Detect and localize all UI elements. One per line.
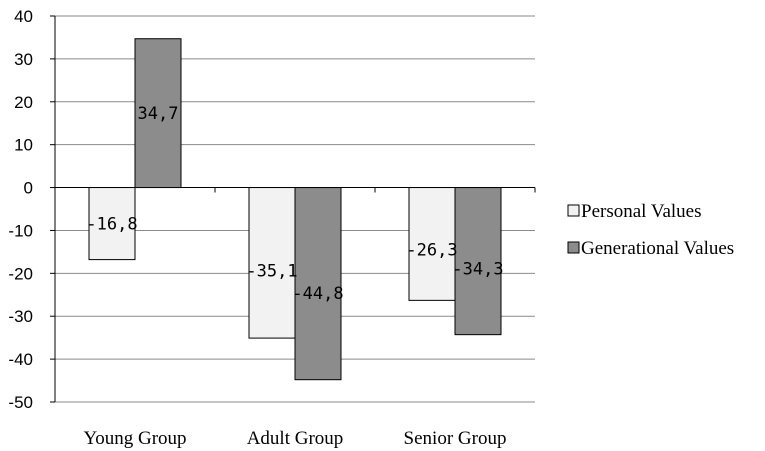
y-tick-label: 10 <box>14 136 33 155</box>
y-tick-label: 20 <box>14 93 33 112</box>
bar <box>454 187 502 336</box>
data-label: 34,7 <box>138 104 179 124</box>
y-tick-label: 30 <box>14 50 33 69</box>
y-tick-label: -30 <box>8 307 33 326</box>
x-category-label: Senior Group <box>404 428 507 449</box>
x-category-label: Young Group <box>83 428 186 449</box>
data-label: -34,3 <box>452 259 503 279</box>
legend-swatch <box>567 241 580 254</box>
y-axis-ticks: 40 30 20 10 0 -10 -20 -30 -40 -50 <box>8 7 536 412</box>
y-tick-label: 0 <box>24 179 33 198</box>
y-tick-label: -20 <box>8 264 33 283</box>
data-label: -35,1 <box>246 261 297 281</box>
bars <box>88 38 502 381</box>
data-labels: -16,8 34,7 -35,1 -44,8 -26,3-34,3 <box>86 104 503 304</box>
y-tick-label: -40 <box>8 350 33 369</box>
x-category-label: Adult Group <box>247 428 344 449</box>
data-label: -44,8 <box>292 284 343 304</box>
legend-label: Generational Values <box>581 238 734 259</box>
legend: Personal Values Generational Values <box>567 201 734 259</box>
y-tick-label: 40 <box>14 7 33 26</box>
y-tick-label: -50 <box>8 393 33 412</box>
legend-label: Personal Values <box>581 201 702 222</box>
category-labels: Young Group Adult Group Senior Group <box>83 428 506 449</box>
y-tick-label: -10 <box>8 221 33 240</box>
data-label: -16,8 <box>86 215 137 235</box>
bar <box>408 187 456 301</box>
data-label: -26,3 <box>406 241 457 261</box>
bar <box>134 38 182 189</box>
bar <box>88 187 136 261</box>
bar <box>248 187 296 339</box>
legend-swatch <box>567 204 580 217</box>
bar <box>294 187 342 381</box>
